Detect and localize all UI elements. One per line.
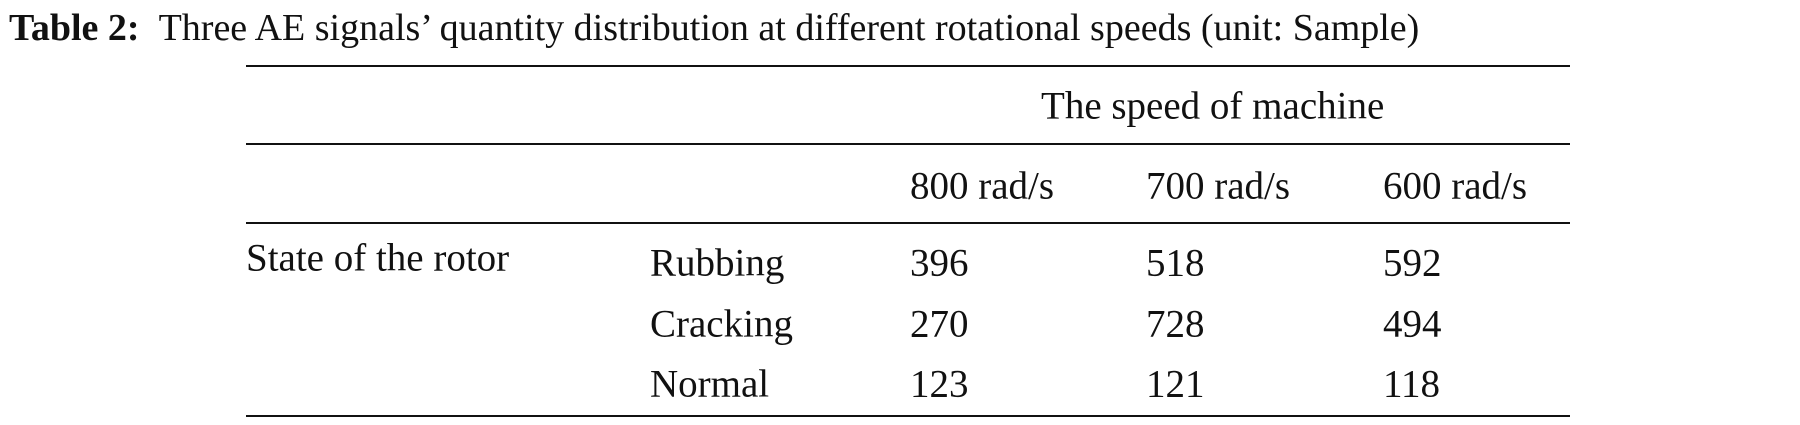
cell-value: 592 <box>1383 241 1442 285</box>
cell-value: 121 <box>1146 362 1205 406</box>
caption-label: Table 2: <box>9 7 140 49</box>
column-header: 600 rad/s <box>1383 164 1528 208</box>
cell-value: 728 <box>1146 302 1205 346</box>
cell-value: 518 <box>1146 241 1205 285</box>
caption: Table 2: Three AE signals’ quantity dist… <box>9 9 1419 47</box>
spanner-header: The speed of machine <box>1041 84 1385 128</box>
cell-value: 494 <box>1383 302 1442 346</box>
top-rule <box>246 65 1570 67</box>
bottom-rule <box>246 415 1570 417</box>
header-rule <box>246 222 1570 224</box>
row-label: Rubbing <box>650 241 785 285</box>
mid-rule <box>246 143 1570 145</box>
column-header: 700 rad/s <box>1146 164 1291 208</box>
caption-text: Three AE signals’ quantity distribution … <box>158 7 1420 49</box>
cell-value: 396 <box>910 241 969 285</box>
column-header: 800 rad/s <box>910 164 1055 208</box>
cell-value: 118 <box>1383 362 1441 406</box>
cell-value: 123 <box>910 362 969 406</box>
row-label: Cracking <box>650 302 793 346</box>
row-group-label: State of the rotor <box>246 236 510 280</box>
cell-value: 270 <box>910 302 969 346</box>
row-label: Normal <box>650 362 770 406</box>
